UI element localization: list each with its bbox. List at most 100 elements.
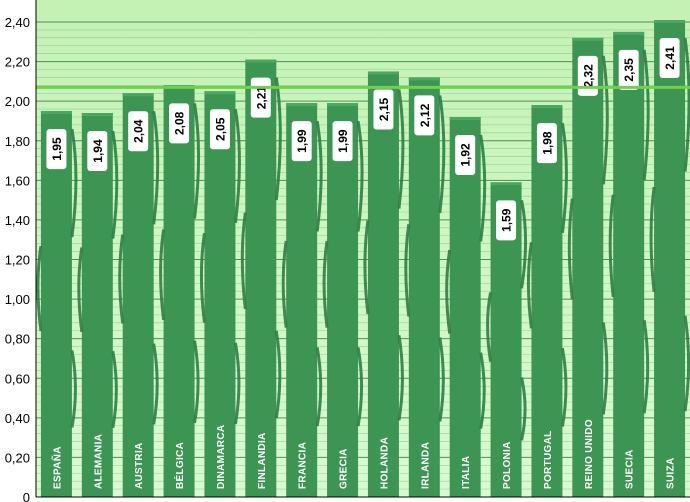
value-label-box <box>618 49 639 90</box>
category-label: FINLANDIA <box>257 432 268 489</box>
value-label-text: 2,35 <box>622 58 636 82</box>
bar-cap <box>531 105 563 109</box>
bar-fold-shadow <box>159 103 201 424</box>
bar-fold-shadow <box>649 37 690 412</box>
value-label: 1,95 <box>46 129 67 170</box>
y-tick-label: 1,80 <box>5 134 30 149</box>
value-label-text: 2,41 <box>663 46 677 70</box>
value-label-text: 1,94 <box>91 139 105 163</box>
value-label-box <box>373 89 394 130</box>
bar-cap <box>449 117 481 120</box>
y-tick-label: 0,20 <box>5 450 30 465</box>
category-label: PORTUGAL <box>543 430 554 489</box>
bar-cap <box>327 103 359 107</box>
value-label: 1,99 <box>332 121 353 162</box>
value-label: 2,35 <box>618 49 639 90</box>
bar <box>613 31 645 497</box>
category-label: GRECIA <box>339 448 350 489</box>
bar-fold-shadow <box>199 109 241 425</box>
bar-fold-shadow <box>36 128 78 428</box>
bar-fold-shadow <box>445 134 487 429</box>
bar-group <box>363 71 405 498</box>
bar-group <box>526 105 568 497</box>
value-label-box <box>291 121 312 162</box>
bar-group <box>567 37 609 497</box>
value-label: 2,12 <box>414 95 435 136</box>
value-label-text: 2,04 <box>132 119 146 143</box>
category-label: ESPAÑA <box>50 446 63 489</box>
bar-cap <box>408 77 440 81</box>
category-label: POLONIA <box>502 441 513 489</box>
bar <box>408 77 440 498</box>
value-label: 2,21 <box>250 77 271 118</box>
bar <box>286 103 318 497</box>
category-label: IRLANDA <box>420 442 431 489</box>
y-tick-label: 1,20 <box>5 253 30 268</box>
value-label: 1,94 <box>87 131 108 172</box>
value-label: 1,92 <box>455 135 476 175</box>
value-label-text: 1,99 <box>336 129 350 153</box>
value-label-box <box>46 129 67 170</box>
bar-cap <box>81 113 113 117</box>
y-tick-label: 1,00 <box>5 292 30 307</box>
bar <box>81 113 113 498</box>
bar-group <box>404 77 446 498</box>
value-label-text: 2,05 <box>213 117 227 141</box>
bar <box>449 117 481 497</box>
value-label: 1,99 <box>291 121 312 162</box>
y-tick-label: 0,60 <box>5 371 30 386</box>
value-label: 2,15 <box>373 89 394 130</box>
value-label-text: 1,95 <box>50 137 64 161</box>
bar-group <box>77 113 119 498</box>
value-label-text: 1,98 <box>540 131 554 155</box>
bar-group <box>240 59 282 498</box>
category-label: REINO UNIDO <box>584 419 595 489</box>
bar-group <box>159 85 201 497</box>
value-label-text: 1,59 <box>500 208 514 232</box>
bar-cap <box>367 71 399 75</box>
bar-fold-shadow <box>77 130 119 429</box>
bar-group <box>322 103 364 497</box>
value-label-box <box>209 109 230 150</box>
bar-fold-shadow <box>404 95 446 422</box>
bar-group <box>36 111 78 497</box>
bar-cap <box>122 93 154 97</box>
category-label: AUSTRIA <box>134 442 145 489</box>
value-label-text: 2,21 <box>254 86 268 110</box>
value-label-text: 1,92 <box>459 143 473 167</box>
bar <box>245 59 277 498</box>
value-label-text: 2,32 <box>581 64 595 88</box>
bar-fold-shadow <box>118 111 160 425</box>
bar-fold-shadow <box>526 122 568 427</box>
bar-fold-shadow <box>486 200 528 441</box>
y-tick-label: 1,40 <box>5 213 30 228</box>
bar <box>163 85 195 497</box>
value-label-box <box>496 200 517 241</box>
value-label-box <box>659 38 680 79</box>
y-tick-label: 2,00 <box>5 94 30 109</box>
bar <box>122 93 154 497</box>
bar <box>572 37 604 497</box>
bar-cap <box>654 20 686 24</box>
bar <box>531 105 563 497</box>
category-label: SUIZA <box>666 458 677 490</box>
value-label: 2,08 <box>169 103 190 144</box>
value-label: 2,04 <box>128 111 149 152</box>
bar-group <box>649 20 690 497</box>
value-label: 2,41 <box>659 38 680 79</box>
bar-cap <box>245 59 277 63</box>
category-label: ITALIA <box>461 456 472 489</box>
value-label-text: 2,12 <box>418 103 432 127</box>
bar-group <box>608 31 650 497</box>
bar-cap <box>490 182 522 186</box>
bar-cap <box>204 91 236 95</box>
bar-fold-shadow <box>281 120 323 427</box>
bar-group <box>118 93 160 497</box>
value-label-box <box>128 111 149 152</box>
bar-fold-shadow <box>322 120 364 427</box>
y-tick-label: 0,40 <box>5 411 30 426</box>
y-tick-label: 2,20 <box>5 55 30 70</box>
value-label: 1,98 <box>536 123 557 164</box>
category-label: ALEMANIA <box>93 434 104 489</box>
value-label: 2,32 <box>577 55 598 96</box>
